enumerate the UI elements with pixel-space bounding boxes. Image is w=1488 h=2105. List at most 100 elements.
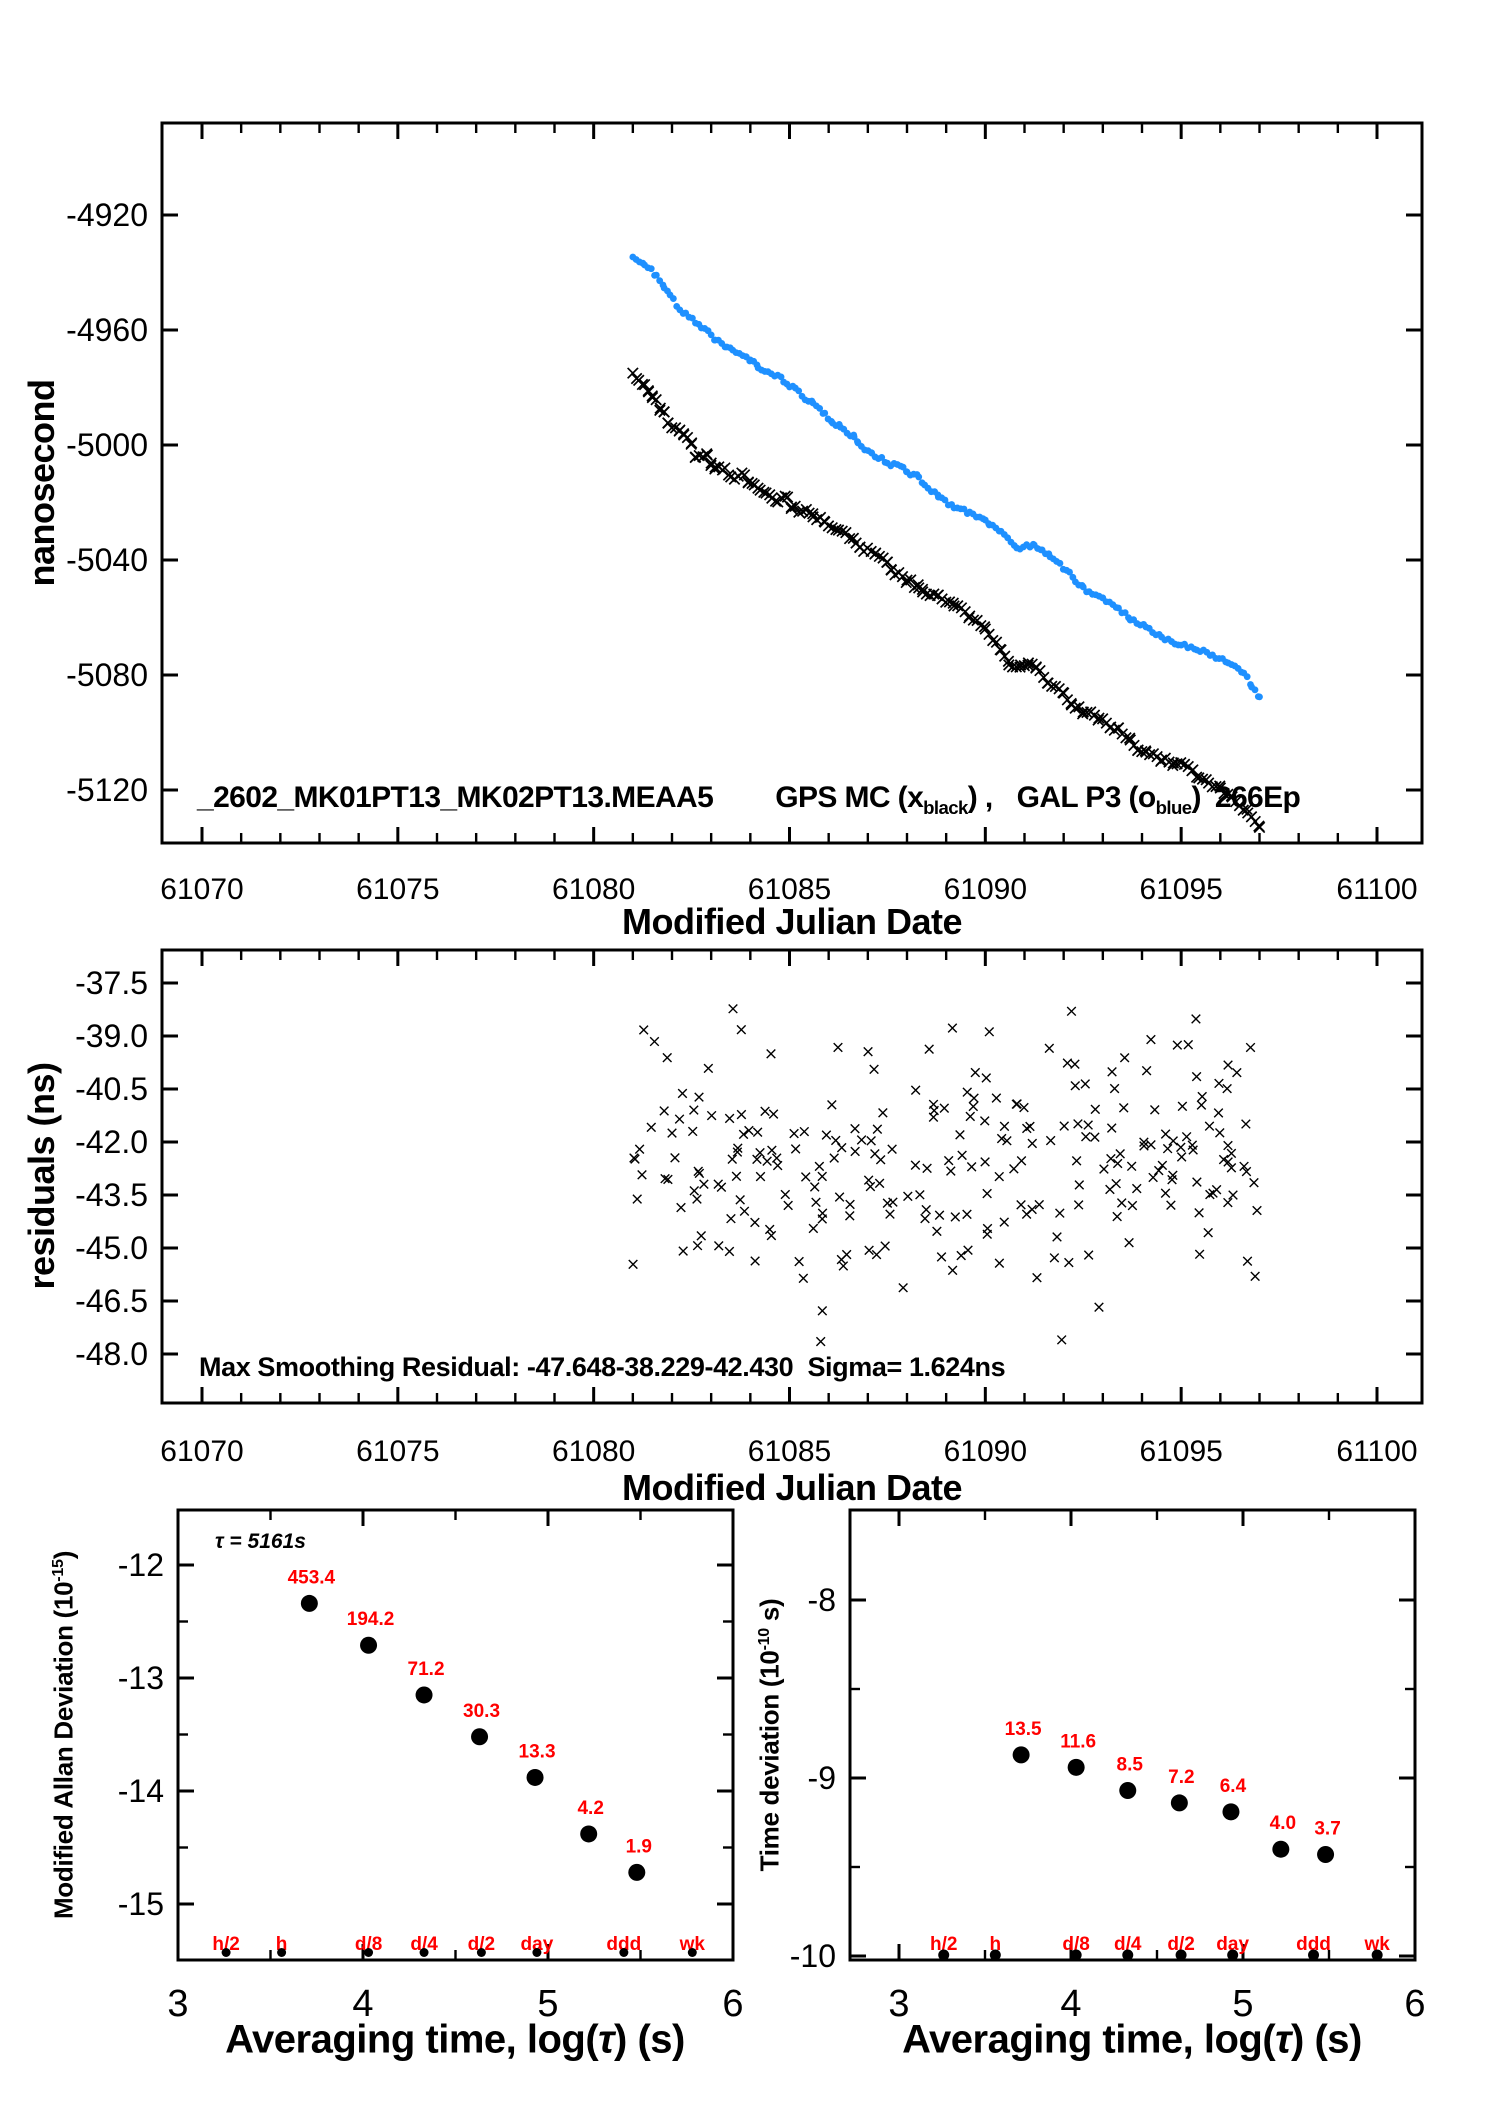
svg-text:-15: -15 [118,1886,164,1922]
top-panel-series-gps-mc [627,367,1266,834]
svg-text:wk: wk [1363,1934,1390,1955]
svg-text:-14: -14 [118,1773,164,1809]
svg-text:-12: -12 [118,1547,164,1583]
svg-text:3: 3 [167,1983,188,2025]
svg-text:61075: 61075 [356,1435,439,1468]
tdev-panel-period-markers: h/2 h d/8 d/4 d/2 day ddd wk [930,1934,1390,1961]
svg-text:h/2: h/2 [930,1934,957,1955]
svg-text:h: h [990,1934,1002,1955]
svg-text:61070: 61070 [160,1435,243,1468]
svg-text:6: 6 [1404,1983,1425,2025]
svg-text:-43.5: -43.5 [75,1177,148,1213]
svg-text:-13: -13 [118,1660,164,1696]
residuals-panel-frame [160,948,1424,1405]
svg-text:6: 6 [722,1983,743,2025]
svg-text:-5040: -5040 [66,542,148,578]
mdev-panel-frame [176,1508,735,1962]
svg-text:61085: 61085 [748,873,831,906]
mdev-panel-x-tick-label: 4 [352,1983,373,2025]
residuals-scatter [628,1003,1262,1347]
svg-text:11.6: 11.6 [1060,1731,1096,1752]
svg-text:-10: -10 [790,1938,836,1974]
svg-text:day: day [521,1934,554,1955]
svg-text:-45.0: -45.0 [75,1230,148,1266]
svg-text:5: 5 [1232,1983,1253,2025]
tau-annotation: τ = 5161s [215,1530,306,1553]
title-series1: GPS MC (xblack) , [775,781,993,818]
top-panel-y-tick-label: -5120 [66,772,148,808]
svg-text:71.2: 71.2 [408,1659,445,1680]
residuals-panel-y-tick-label: -42.0 [75,1124,148,1160]
mdev-panel-y-tick-label: -14 [118,1773,164,1809]
svg-text:4: 4 [1060,1983,1081,2025]
svg-text:194.2: 194.2 [347,1609,395,1630]
svg-text:61075: 61075 [356,873,439,906]
residuals-panel-y-tick-label: -39.0 [75,1018,148,1054]
svg-text:453.4: 453.4 [288,1567,336,1588]
svg-text:-46.5: -46.5 [75,1283,148,1319]
residuals-panel-x-tick-label: 61085 [748,1435,831,1468]
svg-text:wk: wk [679,1934,706,1955]
residuals-panel-x-tick-label: 61070 [160,1435,243,1468]
tdev-panel-ticks [850,1510,1417,1960]
svg-text:1.9: 1.9 [626,1836,652,1857]
svg-text:-48.0: -48.0 [75,1336,148,1372]
svg-text:61100: 61100 [1336,873,1417,906]
svg-text:-40.5: -40.5 [75,1071,148,1107]
svg-text:4: 4 [352,1983,373,2025]
top-panel-x-tick-label: 61090 [944,873,1027,906]
top-panel-x-tick-label: 61100 [1336,873,1417,906]
svg-text:day: day [1216,1934,1249,1955]
tdev-panel-y-tick-label: -9 [808,1760,836,1796]
top-panel-y-tick-label: -4920 [66,197,148,233]
residuals-panel-y-tick-label: -40.5 [75,1071,148,1107]
title-series2: GAL P3 (oblue) [1016,781,1202,818]
svg-text:7.2: 7.2 [1168,1767,1194,1788]
residuals-panel-y-tick-label: -48.0 [75,1336,148,1372]
svg-text:-5120: -5120 [66,772,148,808]
svg-text:-39.0: -39.0 [75,1018,148,1054]
top-panel-x-tick-label: 61085 [748,873,831,906]
top-panel-frame [160,121,1424,845]
top-panel-series-gal-p3 [629,253,1263,701]
top-panel-x-tick-label: 61070 [160,873,243,906]
top-panel-y-tick-label: -5000 [66,427,148,463]
top-panel-y-tick-label: -5040 [66,542,148,578]
mdev-panel-period-markers: h/2 h d/8 d/4 d/2 day ddd wk [212,1934,705,1957]
top-panel-x-tick-label: 61080 [552,873,635,906]
svg-text:-4960: -4960 [66,312,148,348]
mdev-panel-value-labels: 453.4 194.2 71.2 30.3 13.3 4.2 1.9 [288,1567,652,1857]
tdev-x-axis-title: Averaging time, log(τ) (s) [902,2017,1362,2062]
residuals-x-axis-title: Modified Julian Date [621,1467,963,1508]
mdev-panel-y-tick-label: -12 [118,1547,164,1583]
svg-text:61100: 61100 [1336,1435,1417,1468]
svg-text:d/4: d/4 [1114,1934,1142,1955]
top-panel-y-tick-label: -5080 [66,657,148,693]
svg-text:-5000: -5000 [66,427,148,463]
svg-text:-5080: -5080 [66,657,148,693]
tdev-panel-y-tick-label: -8 [808,1582,836,1618]
tdev-panel-x-tick-label: 3 [888,1983,909,2025]
svg-text:4.2: 4.2 [577,1798,603,1819]
svg-text:h: h [276,1934,288,1955]
svg-text:ddd: ddd [606,1934,641,1955]
title-file-id: _2602_MK01PT13_MK02PT13.MEAA5 [197,781,714,814]
top-panel-ticks [162,123,1422,843]
svg-text:-8: -8 [808,1582,836,1618]
svg-text:-4920: -4920 [66,197,148,233]
top-panel-x-tick-label: 61095 [1139,873,1222,906]
svg-text:61070: 61070 [160,873,243,906]
residuals-panel-y-tick-label: -46.5 [75,1283,148,1319]
svg-text:61085: 61085 [748,1435,831,1468]
svg-text:d/2: d/2 [1167,1934,1194,1955]
svg-text:3: 3 [888,1983,909,2025]
svg-text:6.4: 6.4 [1220,1776,1247,1797]
svg-text:13.3: 13.3 [519,1741,556,1762]
svg-text:61080: 61080 [552,873,635,906]
svg-text:5: 5 [537,1983,558,2025]
mdev-panel-points [300,1594,646,1881]
tdev-panel-points [1012,1746,1335,1864]
residuals-panel-x-tick-label: 61080 [552,1435,635,1468]
